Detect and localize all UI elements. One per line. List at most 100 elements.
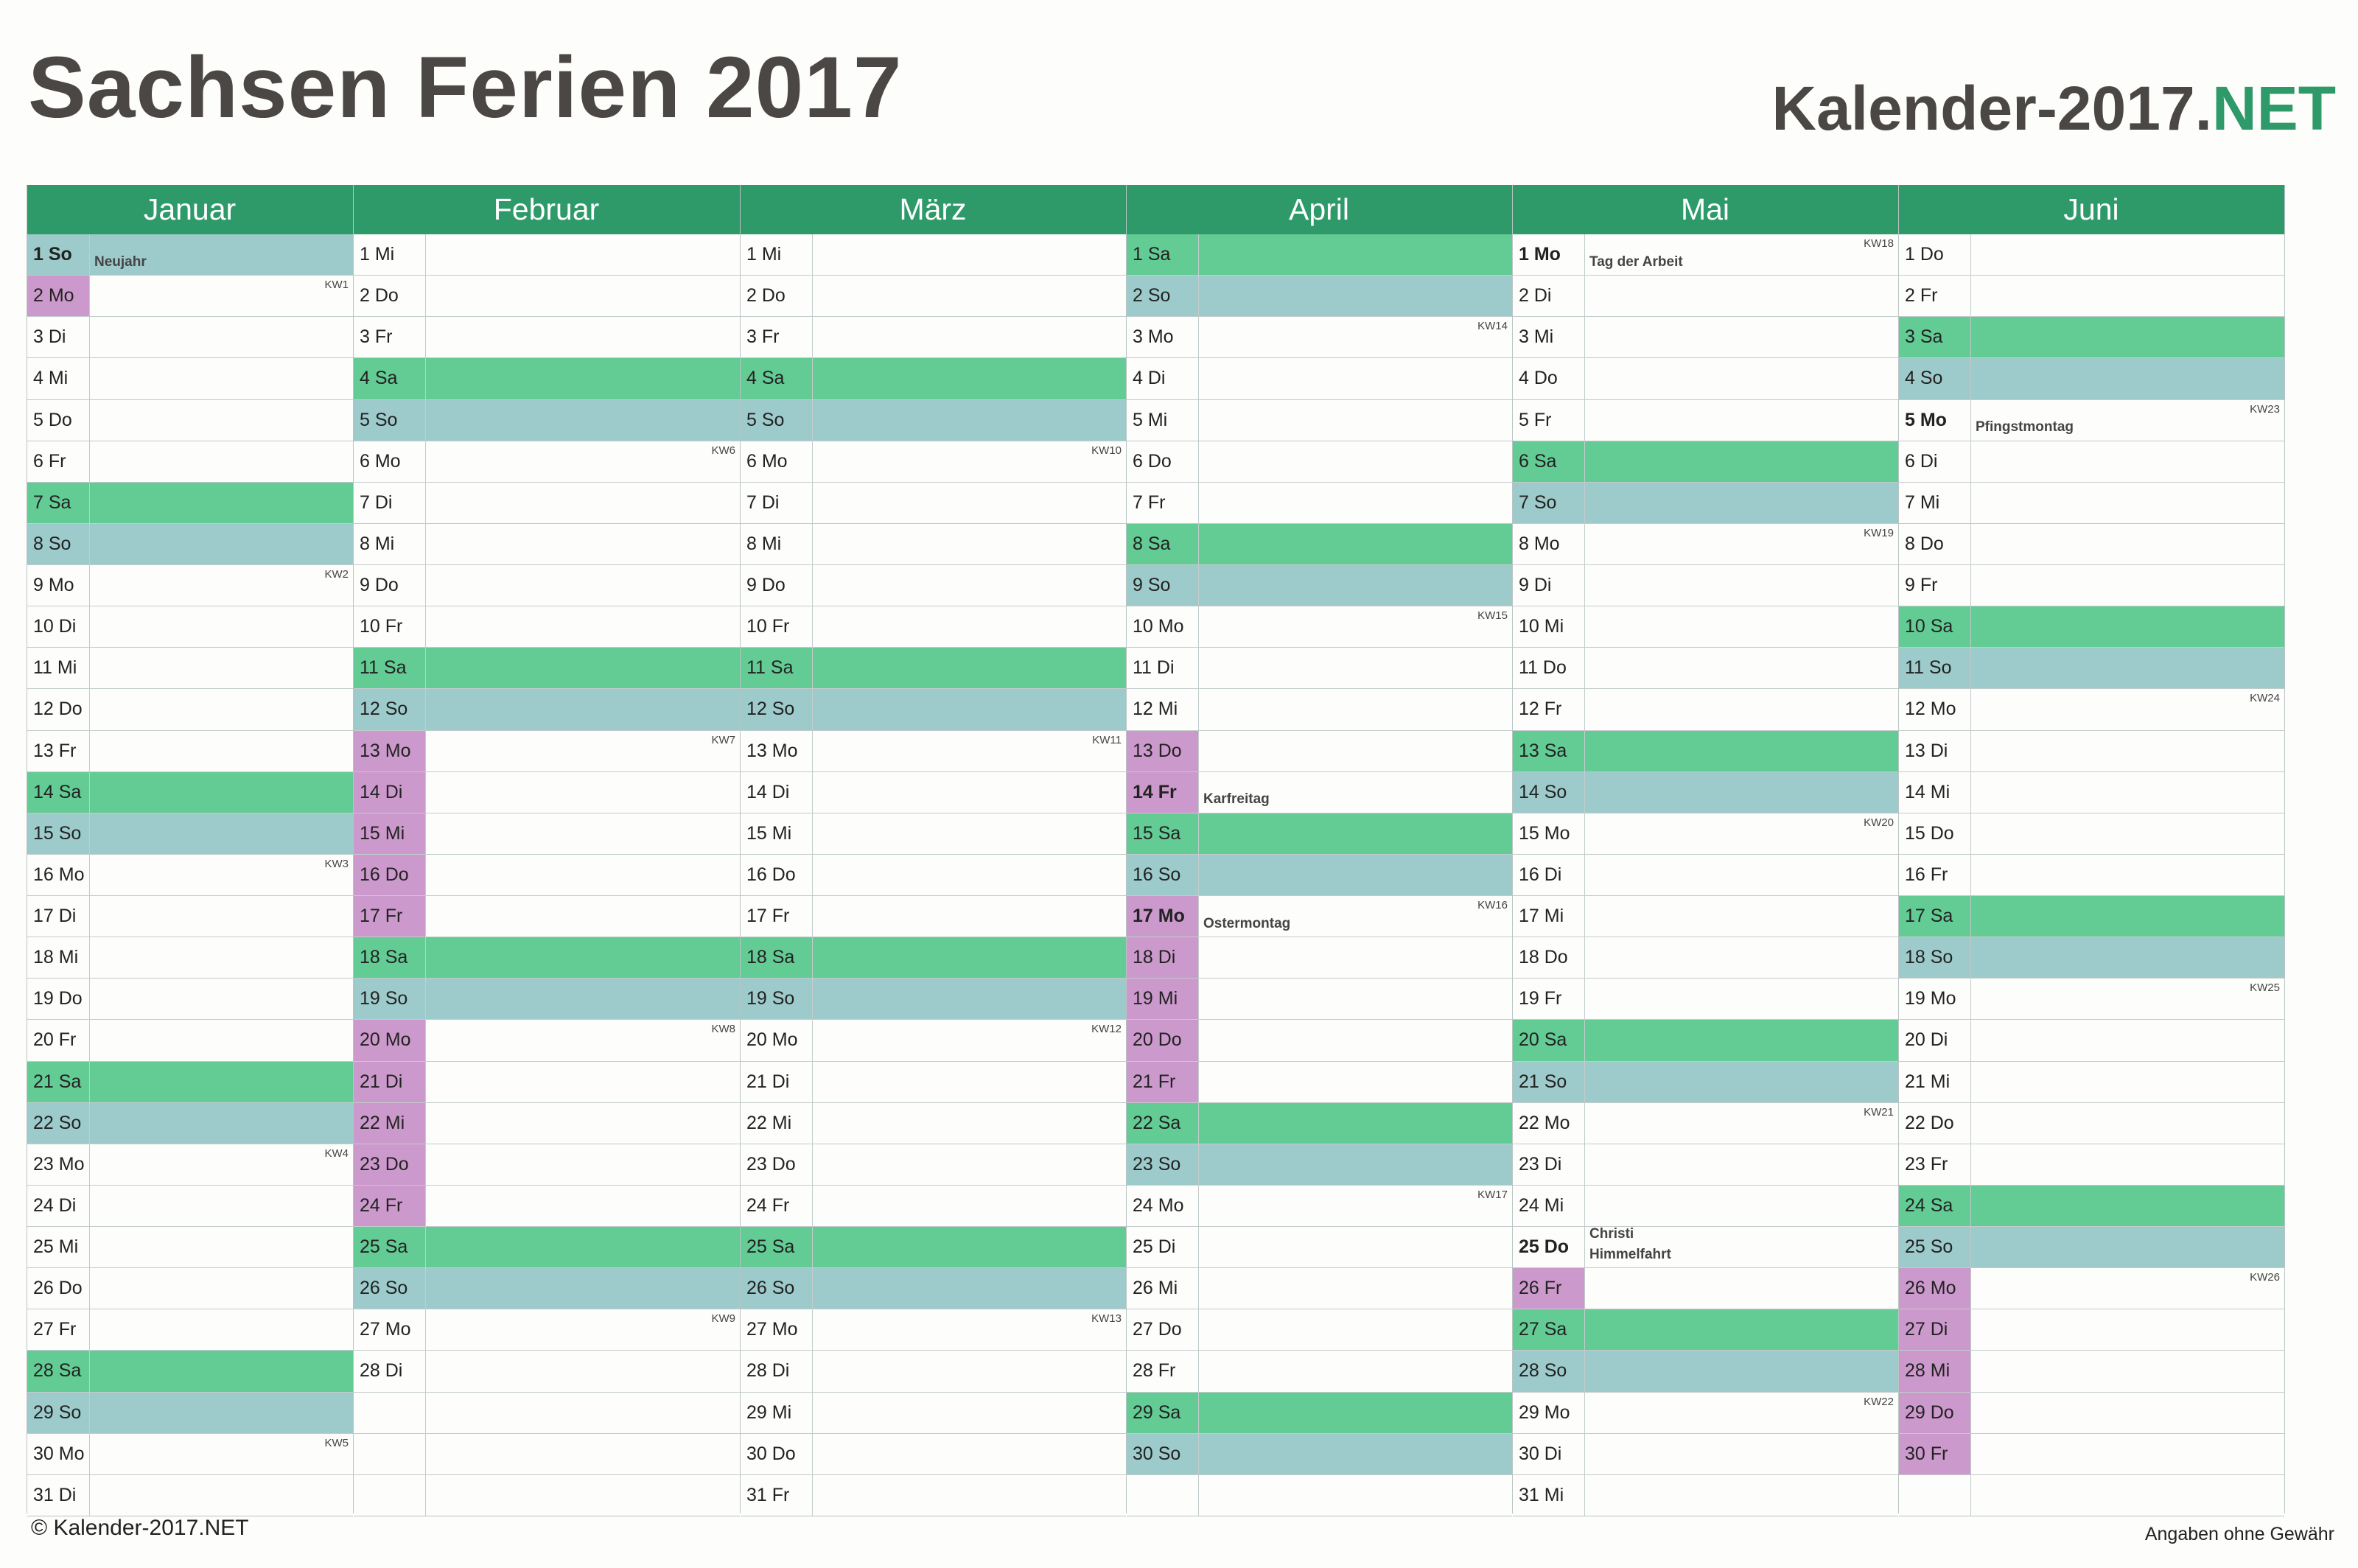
day-label: 2 Mo (27, 276, 90, 317)
day-row: 24 Sa (1899, 1185, 2284, 1227)
day-note-cell (90, 813, 353, 854)
day-row: 19 Mi (1127, 979, 1512, 1021)
day-label: 9 Do (354, 565, 426, 606)
day-note-cell (426, 234, 740, 275)
day-note-cell (426, 399, 740, 441)
day-label: 25 Mi (27, 1227, 90, 1268)
day-note-cell (1199, 979, 1512, 1019)
day-note-cell: KW2 (90, 565, 353, 606)
day-label: 23 Fr (1899, 1144, 1971, 1185)
day-note-cell (1971, 234, 2284, 275)
day-label: 6 Do (1127, 441, 1199, 482)
day-label: 25 Do (1513, 1227, 1585, 1268)
day-row: 10 Fr (354, 606, 740, 648)
day-row: 2 Di (1513, 276, 1898, 318)
day-note-cell (1585, 771, 1898, 813)
day-row: 13 Mo KW7 (354, 730, 740, 772)
day-row (1127, 1474, 1512, 1516)
day-row: 10 Fr (741, 606, 1126, 648)
day-row: 22 Mi (741, 1102, 1126, 1144)
day-note-cell (1971, 565, 2284, 606)
day-label: 10 Fr (741, 606, 813, 648)
day-label: 27 Do (1127, 1309, 1199, 1351)
day-row: 24 Di (27, 1185, 353, 1227)
day-label: 25 So (1899, 1227, 1971, 1268)
week-number: KW18 (1864, 237, 1894, 250)
day-note-cell (813, 855, 1126, 895)
day-label: 31 Fr (741, 1474, 813, 1516)
day-label: 7 Di (741, 482, 813, 523)
day-row: 5 Do (27, 399, 353, 441)
day-note-cell (813, 772, 1126, 813)
day-label: 26 Do (27, 1268, 90, 1309)
day-label: 25 Di (1127, 1227, 1199, 1268)
day-note-cell (90, 689, 353, 729)
day-label: 2 Do (354, 276, 426, 317)
day-label: 9 Fr (1899, 565, 1971, 606)
day-row (354, 1392, 740, 1434)
day-row: 24 Fr (741, 1185, 1126, 1227)
day-row: 12 Mi (1127, 689, 1512, 731)
day-note-cell: KW15 (1199, 606, 1512, 647)
day-row: 9 So (1127, 565, 1512, 607)
day-note-cell (1199, 358, 1512, 399)
day-note-cell (1585, 441, 1898, 482)
day-row: 3 Sa (1899, 317, 2284, 359)
day-note-cell (426, 276, 740, 316)
month-column: Februar 1 Mi 2 Do 3 Fr 4 Sa 5 So 6 Mo KW6 7 Di 8 … (354, 185, 741, 1516)
day-note-cell: KW26 (1971, 1268, 2284, 1309)
day-row: 10 Di (27, 606, 353, 648)
day-row: 12 So (741, 689, 1126, 731)
day-note-cell (1585, 689, 1898, 729)
day-note-cell (90, 1227, 353, 1267)
day-note-cell (1199, 854, 1512, 895)
day-row: 2 Do (741, 276, 1126, 318)
day-note-cell (813, 1351, 1126, 1391)
day-row: 27 Di (1899, 1309, 2284, 1351)
day-note-cell (813, 813, 1126, 854)
day-note-cell (813, 524, 1126, 564)
day-note-cell (1971, 358, 2284, 399)
day-label: 25 Sa (741, 1227, 813, 1268)
day-label: 22 Do (1899, 1102, 1971, 1144)
day-row: 2 Do (354, 276, 740, 318)
day-row: 31 Mi (1513, 1474, 1898, 1516)
day-label: 16 Do (741, 854, 813, 895)
day-note-cell (1971, 937, 2284, 979)
day-note-cell (90, 731, 353, 771)
day-list: 1 Mi 2 Do 3 Fr 4 Sa 5 So 6 Mo KW6 7 Di 8 Mi 9 Do 1… (354, 234, 740, 1516)
day-note-cell (813, 606, 1126, 647)
day-row: 21 Fr (1127, 1061, 1512, 1103)
day-row: 28 Sa (27, 1351, 353, 1393)
copyright: © Kalender-2017.NET (31, 1516, 249, 1540)
day-label: 17 Mi (1513, 896, 1585, 937)
day-row: 21 Di (354, 1061, 740, 1103)
day-row: 16 Di (1513, 854, 1898, 896)
day-note-cell (90, 358, 353, 399)
day-row: 13 Fr (27, 730, 353, 772)
day-note-cell: Christi Himmelfahrt (1585, 1226, 1898, 1267)
day-row: 25 Di (1127, 1227, 1512, 1269)
month-header: Mai (1513, 185, 1898, 234)
day-row: 1 Mo KW18 Tag der Arbeit (1513, 234, 1898, 276)
holiday-name: Ostermontag (1203, 915, 1291, 931)
month-column: April 1 Sa 2 So 3 Mo KW14 4 Di 5 Mi 6 Do 7 Fr 8 S… (1127, 185, 1513, 1516)
day-row: 7 Fr (1127, 482, 1512, 524)
day-label: 20 Sa (1513, 1020, 1585, 1061)
day-row: 7 Di (354, 482, 740, 524)
day-note-cell (813, 1062, 1126, 1102)
day-note-cell (426, 855, 740, 895)
day-label: 22 Mi (354, 1102, 426, 1144)
day-row: 6 Mo KW10 (741, 441, 1126, 483)
day-note-cell (813, 1475, 1126, 1516)
day-row: 23 Do (741, 1144, 1126, 1186)
day-row: 23 Di (1513, 1144, 1898, 1186)
day-row: 8 Mo KW19 (1513, 523, 1898, 565)
week-number: KW10 (1091, 444, 1122, 457)
day-label (1127, 1474, 1199, 1516)
day-label: 31 Mi (1513, 1474, 1585, 1516)
day-row: 31 Di (27, 1474, 353, 1516)
day-note-cell (426, 524, 740, 564)
day-note-cell (426, 648, 740, 689)
day-label: 23 Mo (27, 1144, 90, 1185)
